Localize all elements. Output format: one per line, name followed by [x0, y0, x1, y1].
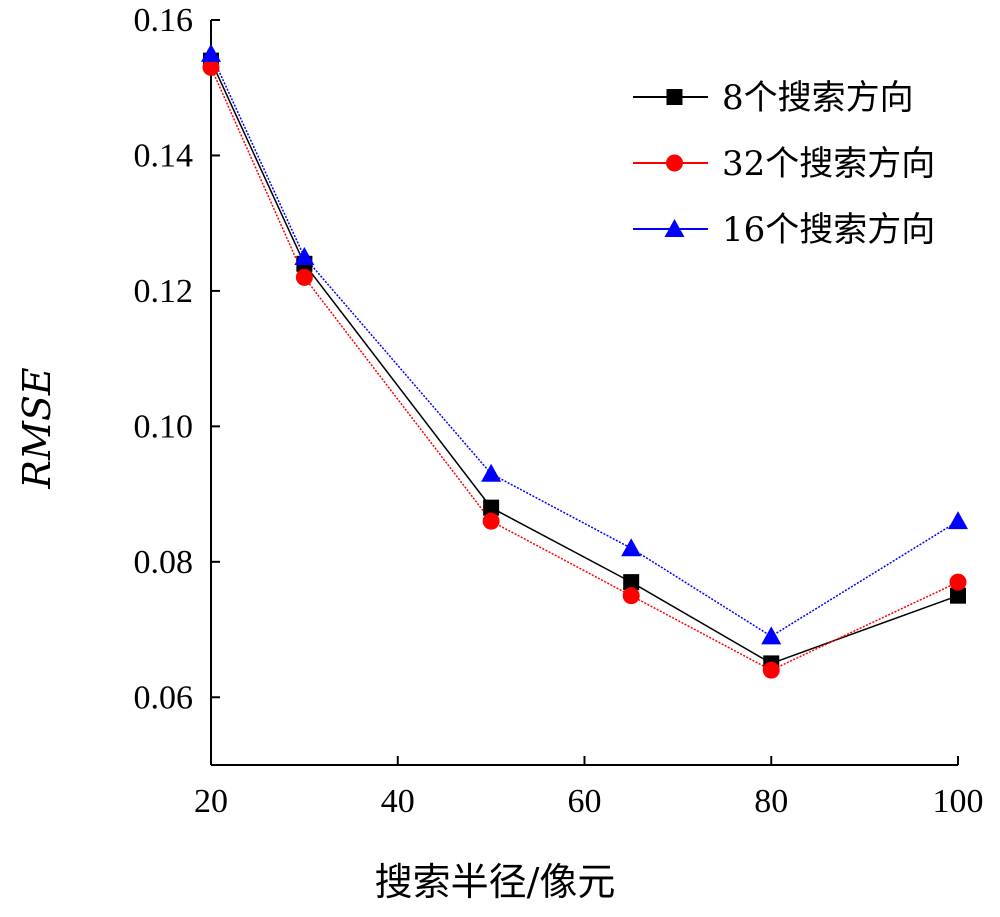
- data-point-triangle: [294, 247, 315, 266]
- tick-labels: 20 40 60 80 100 0.06 0.08 0.10 0.12 0.14 0.16: [134, 2, 984, 820]
- x-tick-label: 100: [933, 783, 984, 820]
- legend-label-2: 32个搜索方向: [722, 144, 935, 184]
- data-point-triangle: [481, 463, 502, 482]
- data-point-circle: [622, 587, 640, 605]
- x-tick-label: 80: [754, 783, 788, 820]
- data-point-circle: [295, 268, 313, 286]
- data-point-circle: [202, 58, 220, 76]
- series-line-3: [210, 53, 959, 638]
- data-point-square: [950, 587, 966, 604]
- data-point-circle: [949, 573, 967, 591]
- data-point-square: [483, 499, 500, 516]
- y-tick-label: 0.14: [134, 137, 194, 174]
- data-point-circle: [762, 661, 780, 679]
- series-markers: [201, 43, 968, 679]
- legend-marker-circle: [666, 154, 683, 172]
- x-tick-label: 60: [568, 783, 602, 820]
- y-tick-label: 0.08: [134, 544, 194, 581]
- data-point-triangle: [761, 626, 782, 645]
- series-line-2: [210, 67, 959, 672]
- y-tick-label: 0.10: [134, 408, 194, 445]
- data-point-triangle: [621, 538, 642, 557]
- x-axis-title: 搜索半径/像元: [375, 860, 616, 904]
- axes: [210, 19, 959, 766]
- series-line-1: [210, 60, 959, 665]
- y-axis-title: RMSE: [15, 367, 59, 490]
- x-tick-label: 20: [194, 783, 228, 820]
- y-tick-label: 0.06: [134, 679, 194, 716]
- data-point-circle: [482, 512, 500, 530]
- y-tick-label: 0.12: [134, 273, 194, 310]
- x-tick-label: 40: [381, 783, 415, 820]
- legend-marker-triangle: [664, 219, 685, 237]
- series-lines: [210, 53, 959, 672]
- data-point-square: [623, 574, 640, 591]
- legend-marker-square: [666, 89, 683, 105]
- data-point-triangle: [201, 43, 221, 62]
- data-point-triangle: [948, 511, 968, 530]
- legend: 8个搜索方向 32个搜索方向 16个搜索方向: [633, 78, 935, 250]
- y-tick-label: 0.16: [134, 2, 194, 39]
- legend-label-3: 16个搜索方向: [722, 210, 935, 250]
- legend-label-1: 8个搜索方向: [722, 78, 914, 118]
